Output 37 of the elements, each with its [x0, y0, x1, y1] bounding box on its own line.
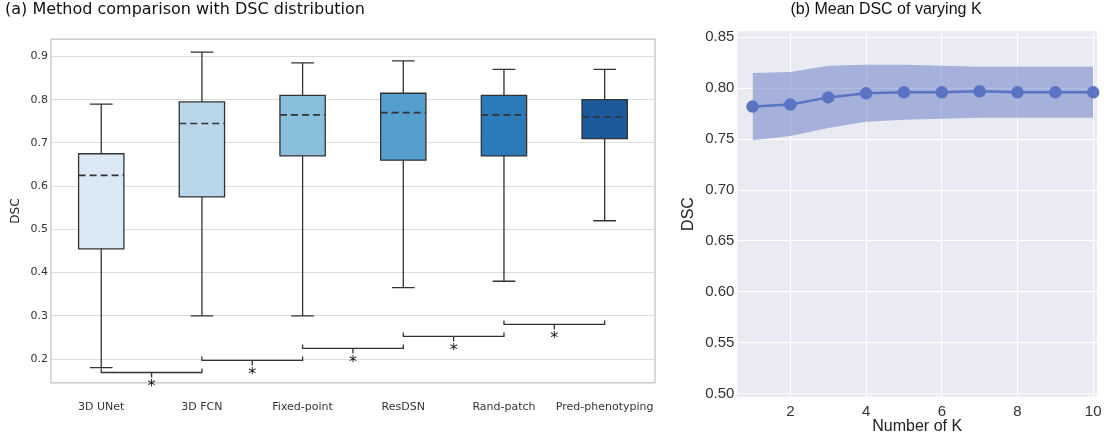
y-tick-label: 0.8 — [30, 92, 48, 106]
y-tick-label: 0.85 — [705, 27, 735, 45]
annotation: * — [147, 375, 156, 395]
annotation: * — [449, 339, 458, 359]
y-tick-label: 0.75 — [705, 129, 735, 147]
x-tick-label: 4 — [861, 401, 871, 419]
y-axis-title: DSC — [8, 198, 23, 224]
chart-title: (b) Mean DSC of varying K — [790, 0, 982, 18]
x-tick-label: 3D FCN — [181, 400, 223, 414]
x-tick-label: Rand-patch — [472, 400, 536, 414]
y-tick-label: 0.2 — [30, 351, 48, 365]
y-tick-label: 0.50 — [705, 383, 735, 401]
y-tick-label: 0.6 — [30, 179, 48, 193]
y-tick-label: 0.3 — [30, 308, 48, 322]
y-tick-label: 0.65 — [705, 231, 735, 249]
annotation: * — [348, 351, 357, 371]
chart-title: (a) Method comparison with DSC distribution — [5, 0, 365, 18]
y-tick-label: 0.4 — [30, 265, 48, 279]
y-tick-label: 0.70 — [705, 180, 735, 198]
x-axis-title: Number of K — [872, 416, 963, 434]
x-tick-label: 3D UNet — [78, 400, 126, 414]
x-tick-label: 10 — [1084, 401, 1102, 419]
y-tick-label: 0.9 — [30, 49, 48, 63]
annotation: * — [248, 363, 257, 383]
x-tick-label: Pred-phenotyping — [555, 400, 654, 414]
y-tick-label: 0.7 — [30, 135, 48, 149]
x-tick-label: Fixed-point — [272, 400, 334, 414]
y-axis-title: DSC — [679, 197, 697, 231]
x-tick-label: ResDSN — [381, 400, 425, 414]
y-tick-label: 0.80 — [705, 78, 735, 96]
y-tick-label: 0.5 — [30, 222, 48, 236]
x-tick-label: 8 — [1013, 401, 1022, 419]
annotation: * — [550, 327, 559, 347]
x-tick-label: 6 — [937, 401, 946, 419]
y-tick-label: 0.60 — [705, 282, 735, 300]
x-tick-label: 2 — [786, 401, 795, 419]
y-tick-label: 0.55 — [705, 332, 735, 350]
